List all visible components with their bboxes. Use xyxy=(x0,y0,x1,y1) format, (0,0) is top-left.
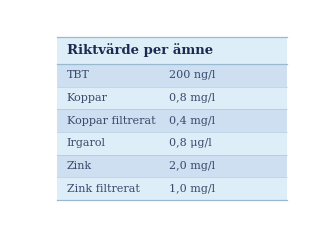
Text: Irgarol: Irgarol xyxy=(67,138,106,148)
Text: Riktvärde per ämne: Riktvärde per ämne xyxy=(67,43,213,57)
Bar xyxy=(57,155,287,178)
Text: TBT: TBT xyxy=(67,70,90,80)
Bar xyxy=(57,64,287,87)
Text: Koppar filtrerat: Koppar filtrerat xyxy=(67,116,155,126)
Text: Zink: Zink xyxy=(67,161,92,171)
Bar xyxy=(57,132,287,155)
Bar xyxy=(57,109,287,132)
Text: Koppar: Koppar xyxy=(67,93,108,103)
Text: Zink filtrerat: Zink filtrerat xyxy=(67,184,140,194)
Text: 1,0 mg/l: 1,0 mg/l xyxy=(169,184,215,194)
Bar xyxy=(57,37,287,200)
Text: 200 ng/l: 200 ng/l xyxy=(169,70,215,80)
Text: 0,4 mg/l: 0,4 mg/l xyxy=(169,116,215,126)
Bar xyxy=(57,87,287,109)
Text: 0,8 mg/l: 0,8 mg/l xyxy=(169,93,215,103)
Text: 2,0 mg/l: 2,0 mg/l xyxy=(169,161,215,171)
Text: 0,8 μg/l: 0,8 μg/l xyxy=(169,138,212,148)
Bar xyxy=(57,178,287,200)
